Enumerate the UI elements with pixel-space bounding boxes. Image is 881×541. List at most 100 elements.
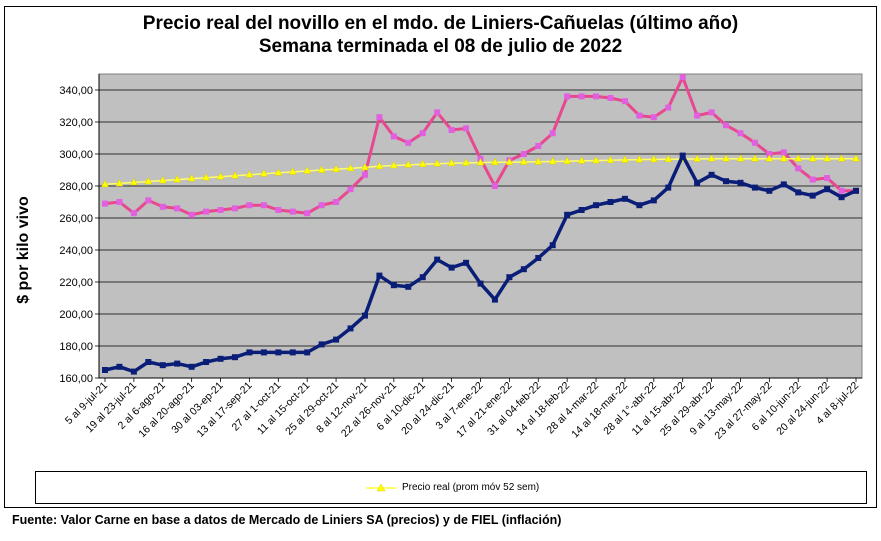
data-point (102, 367, 108, 373)
data-point (765, 154, 774, 162)
data-point (347, 186, 354, 193)
data-point (736, 154, 745, 162)
data-point (116, 363, 123, 370)
data-point (808, 154, 817, 162)
y-tick-label: 180,00 (59, 341, 93, 353)
data-point (664, 154, 673, 163)
data-point (389, 160, 398, 169)
data-point (203, 359, 210, 365)
data-point (766, 187, 773, 194)
data-point (534, 157, 543, 165)
y-tick-label: 300,00 (59, 149, 93, 161)
y-tick-label: 260,00 (59, 213, 93, 225)
line-chart: 160,00 180,00 200,00 220,00 240,00 260,00 280,… (59, 73, 863, 442)
data-point (231, 171, 239, 179)
data-point (361, 162, 369, 171)
data-point (621, 155, 629, 163)
chart-title-block: Precio real del novillo en el mdo. de Li… (0, 12, 881, 58)
data-point (304, 349, 311, 356)
data-point (535, 255, 542, 261)
data-point (520, 151, 527, 157)
data-point (174, 205, 181, 212)
data-point (376, 272, 383, 279)
data-point (809, 192, 816, 199)
data-point (824, 175, 831, 181)
data-point (694, 179, 701, 186)
data-point (707, 154, 716, 162)
data-point (621, 98, 628, 105)
data-point (259, 169, 268, 177)
y-tick-label: 200,00 (59, 309, 93, 321)
data-point (649, 154, 658, 163)
data-point (202, 173, 211, 181)
data-point (491, 157, 499, 166)
data-point (476, 158, 485, 166)
data-point (722, 154, 730, 162)
data-point (694, 112, 701, 119)
data-point (491, 183, 498, 189)
data-point (593, 93, 600, 100)
data-point (347, 325, 354, 332)
data-point (231, 205, 238, 212)
data-point (217, 355, 224, 362)
data-point (606, 155, 615, 163)
data-point (751, 184, 758, 191)
legend-item: Precio real (prom móv 52 sem) (366, 482, 539, 493)
data-point (187, 174, 196, 182)
y-tick-label: 340,00 (59, 85, 93, 97)
data-point (130, 210, 137, 217)
data-point (346, 163, 355, 172)
data-point (102, 200, 108, 207)
data-point (144, 176, 153, 185)
data-point (231, 354, 238, 361)
data-point (289, 349, 296, 356)
data-point (115, 178, 124, 187)
data-point (853, 187, 859, 194)
data-point (809, 176, 816, 183)
data-point (577, 156, 586, 164)
data-point (650, 197, 657, 204)
data-point (750, 154, 759, 162)
data-point (173, 175, 182, 183)
data-point (852, 154, 860, 162)
data-point (535, 143, 542, 149)
data-point (491, 296, 498, 303)
data-point (737, 130, 744, 137)
data-point (130, 368, 137, 375)
data-point (129, 177, 138, 186)
data-point (519, 157, 528, 165)
data-point (434, 256, 441, 263)
y-tick-label: 280,00 (59, 181, 93, 193)
data-point (737, 179, 744, 186)
data-point (564, 211, 571, 218)
chart-title: Precio real del novillo en el mdo. de Li… (142, 13, 739, 34)
data-point (333, 199, 340, 205)
data-point (693, 154, 702, 162)
data-point (275, 349, 282, 356)
data-point (376, 114, 383, 121)
data-point (463, 259, 470, 266)
chart-subtitle: Semana terminada el 08 de julio de 2022 (258, 36, 623, 57)
data-point (548, 156, 557, 165)
data-point (390, 282, 397, 289)
data-point (505, 157, 514, 165)
data-point (433, 159, 442, 167)
data-point (159, 362, 166, 369)
data-point (188, 363, 195, 370)
data-point (794, 154, 803, 162)
data-point (650, 114, 657, 121)
data-point (274, 168, 283, 176)
data-point (607, 199, 614, 205)
data-point (665, 184, 672, 191)
data-point (766, 151, 773, 157)
data-point (549, 130, 556, 137)
data-point (303, 166, 312, 174)
data-point (607, 95, 614, 101)
legend: Precio real (prom móv 52 sem) (35, 471, 867, 504)
data-point (635, 155, 644, 163)
data-point (549, 242, 556, 249)
data-point (506, 274, 513, 281)
data-point (723, 178, 730, 185)
y-tick-label: 160,00 (59, 373, 93, 385)
data-point (448, 264, 455, 271)
